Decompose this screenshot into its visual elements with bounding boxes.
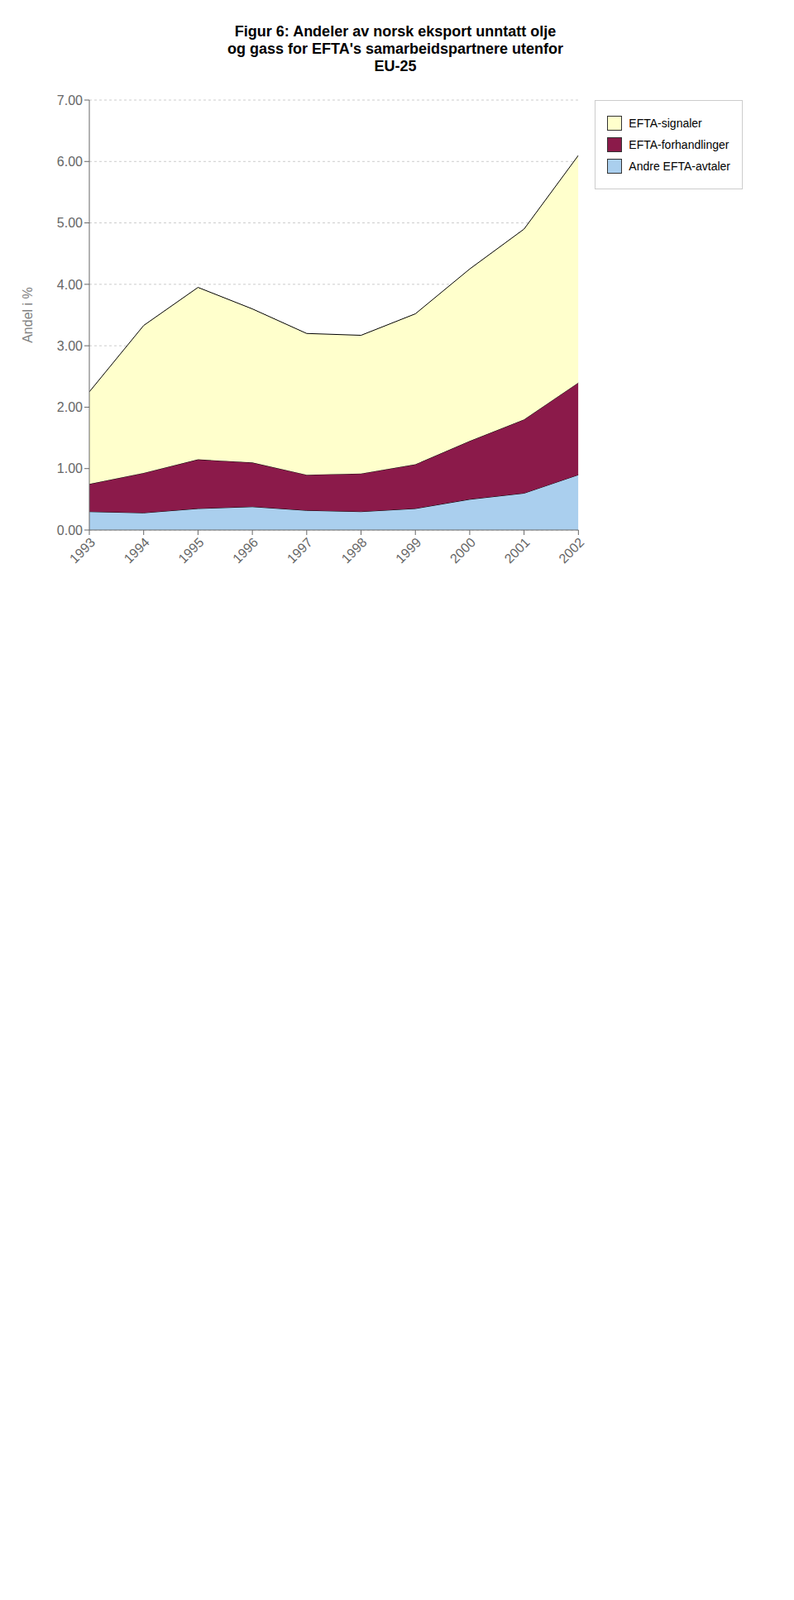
svg-text:1995: 1995 bbox=[175, 535, 206, 566]
svg-text:1993: 1993 bbox=[66, 535, 98, 566]
svg-text:1994: 1994 bbox=[121, 535, 153, 566]
html-text:EFTA-signaler: EFTA-signaler bbox=[628, 116, 703, 130]
svg-text:3.00: 3.00 bbox=[57, 339, 83, 354]
svg-text:5.00: 5.00 bbox=[57, 215, 83, 230]
svg-text:Andel i %: Andel i % bbox=[20, 286, 35, 344]
svg-text:1997: 1997 bbox=[284, 535, 316, 566]
svg-text:4.00: 4.00 bbox=[57, 277, 83, 292]
svg-text:6.00: 6.00 bbox=[57, 154, 83, 169]
html-text:Andre EFTA-avtaler: Andre EFTA-avtaler bbox=[628, 159, 731, 173]
html-text:Figur 6: Andeler av norsk eksp: Figur 6: Andeler av norsk eksport unntat… bbox=[234, 23, 556, 40]
svg-text:1999: 1999 bbox=[392, 535, 424, 566]
svg-text:2001: 2001 bbox=[502, 535, 533, 566]
html-text:EU-25: EU-25 bbox=[374, 57, 417, 75]
svg-text:0.00: 0.00 bbox=[57, 523, 83, 538]
svg-text:2000: 2000 bbox=[447, 535, 479, 566]
html-text:og gass for EFTA's samarbeidsp: og gass for EFTA's samarbeidspartnere ut… bbox=[227, 40, 564, 58]
svg-text:1998: 1998 bbox=[338, 535, 369, 566]
svg-text:2.00: 2.00 bbox=[57, 400, 83, 415]
svg-text:7.00: 7.00 bbox=[57, 93, 83, 108]
svg-text:2002: 2002 bbox=[555, 535, 587, 566]
svg-text:1996: 1996 bbox=[229, 535, 261, 566]
svg-text:1.00: 1.00 bbox=[57, 461, 83, 476]
html-text:EFTA-forhandlinger: EFTA-forhandlinger bbox=[628, 138, 730, 152]
